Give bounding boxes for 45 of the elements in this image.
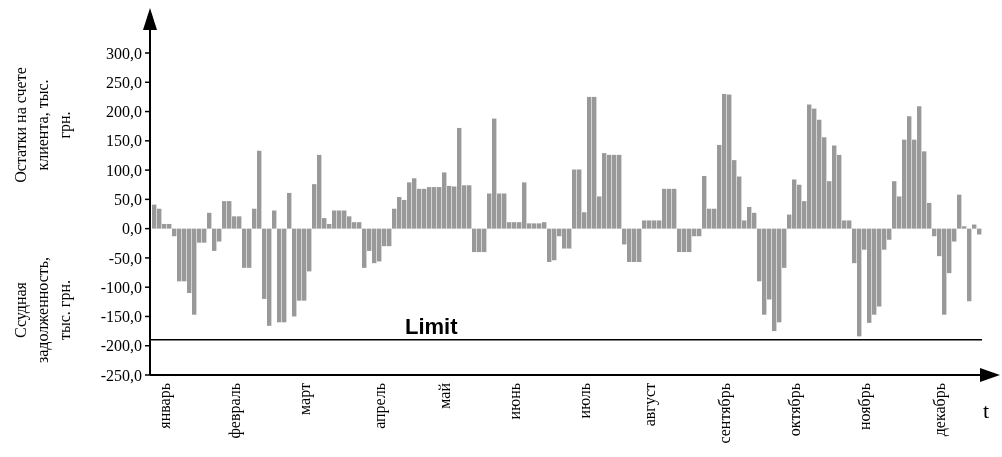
y-tick-label: -50,0 (108, 249, 142, 267)
x-tick-label: май (436, 382, 454, 409)
y-tick-label: -200,0 (100, 337, 142, 355)
x-tick-label: февраль (226, 383, 245, 439)
bar (277, 228, 282, 323)
bar (967, 228, 972, 302)
bar (892, 181, 897, 229)
text: Ссудная задолженность, тыс. грн. (12, 256, 74, 364)
y-tick-label: -100,0 (100, 278, 142, 296)
bar (242, 228, 247, 268)
bar (957, 194, 962, 229)
x-tick-label: январь (156, 383, 175, 429)
bar (292, 228, 297, 317)
y-tick-label: 200,0 (106, 103, 142, 121)
y-tick-label: 50,0 (114, 190, 142, 208)
x-tick-label: декабрь (931, 383, 950, 437)
x-tick-label: июль (576, 383, 594, 419)
y-tick-label: 100,0 (106, 161, 142, 179)
bar (222, 201, 227, 229)
x-tick-label: октябрь (786, 383, 805, 437)
x-tick-label: ноябрь (856, 383, 875, 431)
bar (207, 212, 212, 229)
bar (362, 228, 367, 268)
ref-line-label: Limit (405, 313, 459, 339)
y-tick-label: 150,0 (106, 132, 142, 150)
x-tick-label: август (641, 382, 660, 427)
x-axis-title: t (982, 398, 990, 423)
x-tick-label: сентябрь (716, 383, 735, 444)
bar (572, 169, 577, 229)
bar (287, 192, 292, 229)
y-tick-label: -150,0 (100, 308, 142, 326)
bar (547, 228, 552, 263)
x-tick-label: апрель (371, 383, 390, 429)
y-tick-label: -250,0 (100, 366, 142, 384)
bar (152, 204, 157, 229)
y-axis-title: Остатки на счете клиента, тыс. грн. (12, 67, 74, 183)
x-tick-label: март (296, 383, 315, 415)
bar (642, 220, 647, 229)
y-tick-label: 250,0 (106, 73, 142, 91)
y-tick-label: 300,0 (106, 44, 142, 62)
x-tick-label: июнь (506, 383, 524, 420)
y-tick-label: 0,0 (122, 220, 142, 238)
bar (212, 228, 217, 251)
bar (272, 210, 277, 229)
bar (702, 175, 707, 229)
